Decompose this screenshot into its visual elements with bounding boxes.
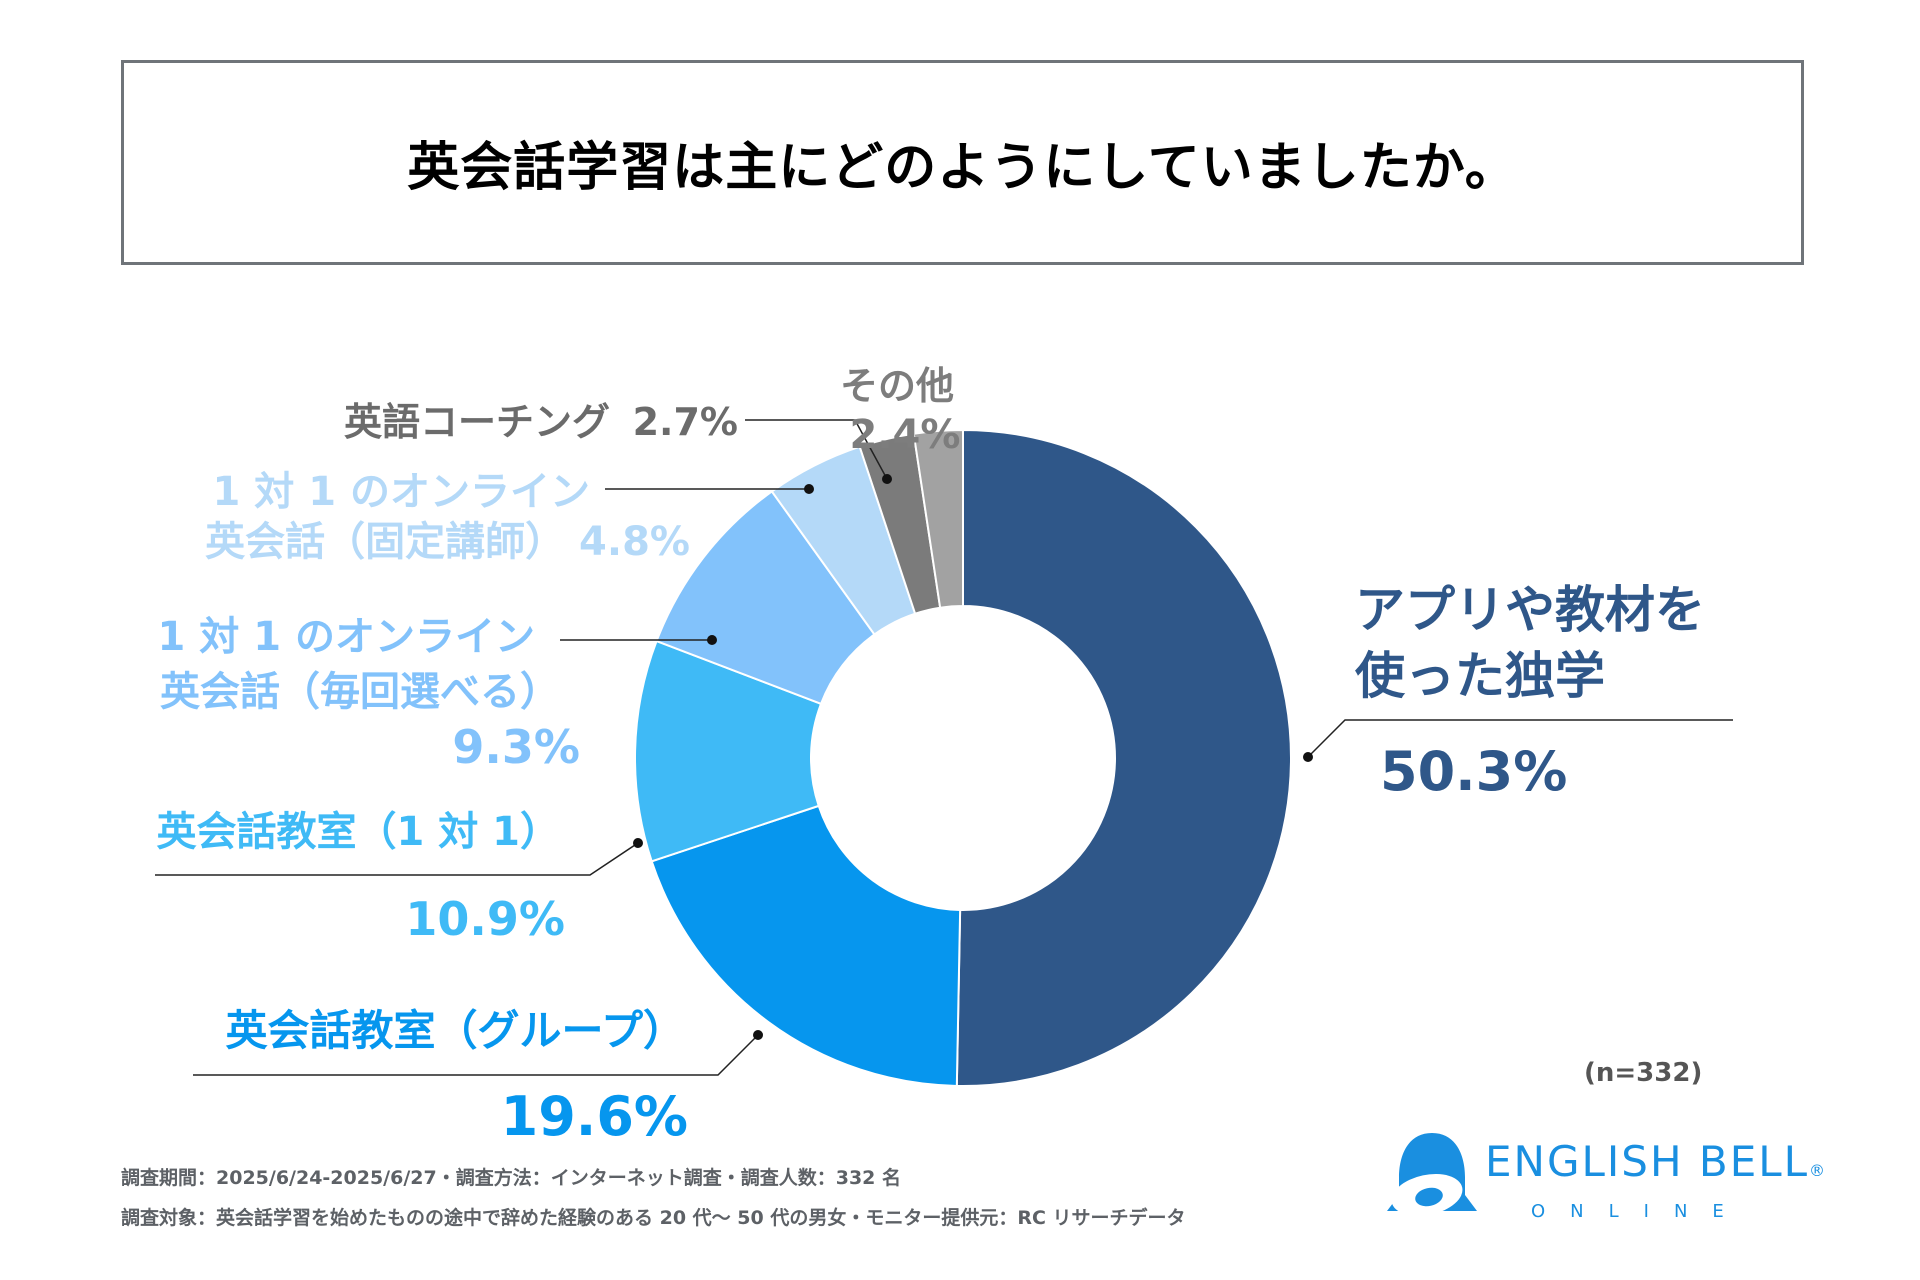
logo-name: ENGLISH BELL®	[1485, 1137, 1828, 1186]
sample-size-label: (n=332)	[1584, 1058, 1703, 1088]
slice-label-4-1: 英会話（固定講師） 4.8%	[205, 519, 690, 565]
slice-label-4-0: 1 対 1 のオンライン	[213, 469, 590, 515]
slice-label-1-0: 英会話教室（グループ）	[226, 1006, 685, 1055]
slice-1	[650, 804, 962, 1087]
slice-label-5-0: 英語コーチング	[344, 400, 610, 444]
slice-value-0: 50.3%	[1380, 740, 1567, 803]
slice-0	[955, 428, 1293, 1087]
english-bell-logo: ENGLISH BELL® ONLINE	[1377, 1125, 1825, 1235]
leader-line-0	[1307, 719, 1733, 758]
survey-target-footnote: 調査対象：英会話学習を始めたものの途中で辞めた経験のある 20 代〜 50 代の…	[121, 1207, 1186, 1229]
slice-label-3-1: 英会話（毎回選べる）	[160, 669, 560, 715]
registered-mark: ®	[1809, 1161, 1828, 1180]
leader-line-5	[745, 419, 888, 480]
slice-value-4: 4.8%	[565, 519, 690, 565]
leader-dot-5	[882, 474, 892, 484]
slice-label-0-1: 使った独学	[1355, 647, 1605, 705]
chart-title: 英会話学習は主にどのようにしていましたか。	[407, 138, 1518, 198]
logo-subtitle: ONLINE	[1531, 1201, 1749, 1222]
leader-dot-0	[1303, 752, 1313, 762]
slice-value-5: 2.7%	[633, 400, 738, 444]
slice-label-3-0: 1 対 1 のオンライン	[158, 614, 535, 660]
slice-value-3: 9.3%	[452, 720, 580, 774]
leader-dot-1	[753, 1030, 763, 1040]
slice-value-2: 10.9%	[405, 892, 565, 946]
title-box: 英会話学習は主にどのようにしていましたか。	[121, 60, 1804, 265]
leader-line-1	[193, 1034, 759, 1076]
bell-icon	[1387, 1133, 1477, 1216]
slice-label-6-0: その他	[840, 364, 954, 408]
leader-line-2	[155, 842, 639, 876]
slice-label-0-0: アプリや教材を	[1355, 581, 1705, 639]
leader-dot-2	[633, 838, 643, 848]
slice-6	[912, 428, 964, 609]
leader-dot-3	[707, 635, 717, 645]
survey-period-footnote: 調査期間：2025/6/24-2025/6/27・調査方法：インターネット調査・…	[121, 1167, 902, 1189]
slice-value-6: 2.4%	[850, 412, 961, 458]
leader-dot-4	[804, 484, 814, 494]
slice-label-2-0: 英会話教室（1 対 1）	[156, 809, 560, 855]
slice-value-1: 19.6%	[501, 1085, 688, 1148]
